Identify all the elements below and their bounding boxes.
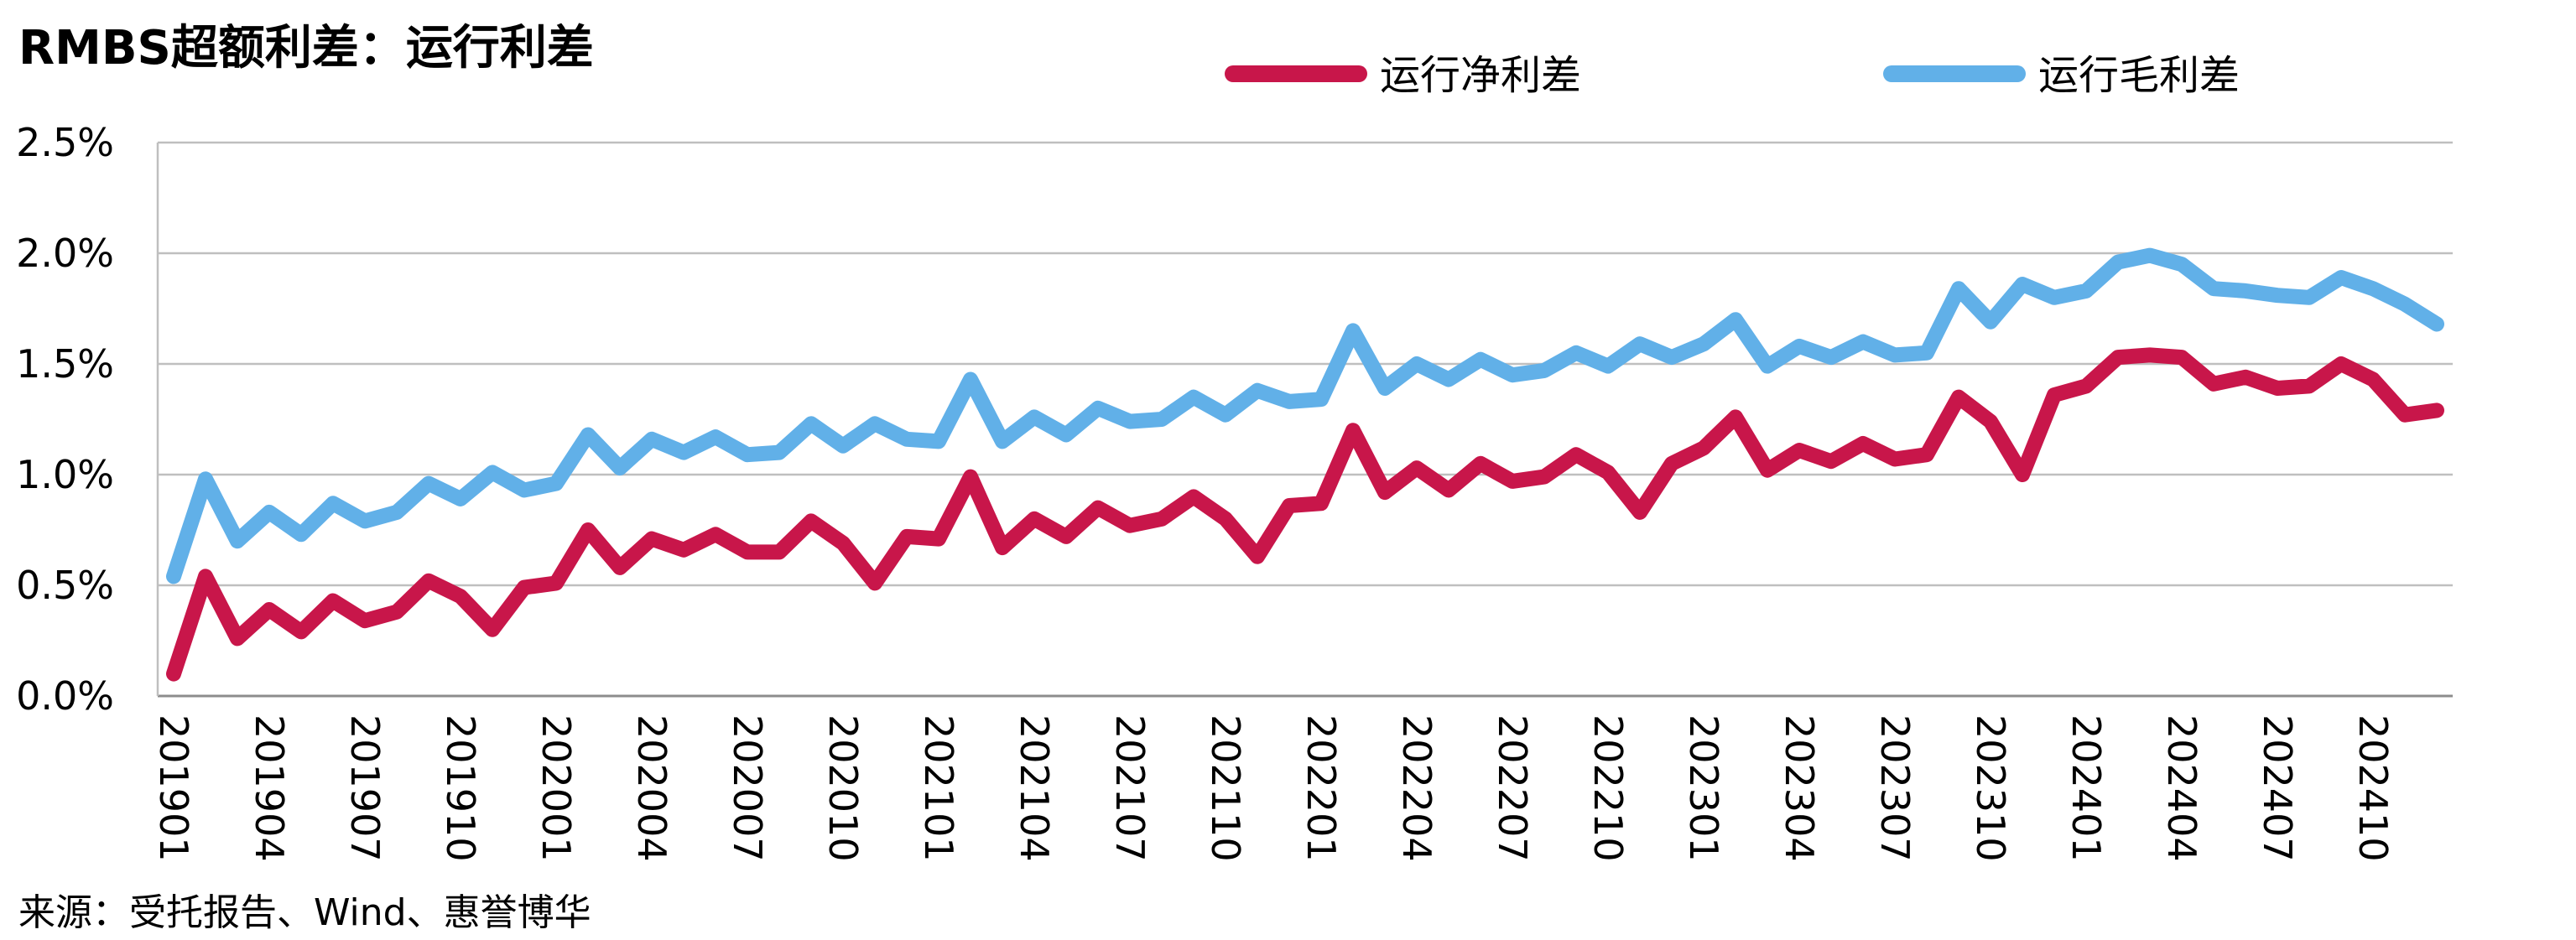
legend-label-net-spread: 运行净利差 — [1380, 52, 1581, 99]
x-tick-label: 202007 — [725, 714, 770, 862]
x-tick-label: 202101 — [916, 714, 961, 862]
x-tick-label: 202304 — [1777, 714, 1822, 862]
x-tick-label: 202110 — [1203, 714, 1248, 862]
y-axis-ticks: 0.0% 0.5% 1.0% 1.5% 2.0% 2.5% — [16, 120, 114, 719]
x-tick-label: 202401 — [2063, 714, 2109, 862]
x-tick-label: 202307 — [1872, 714, 1918, 862]
x-tick-label: 202107 — [1107, 714, 1153, 862]
y-tick-label: 2.5% — [16, 120, 114, 165]
x-tick-label: 201910 — [438, 714, 483, 862]
x-tick-label: 202301 — [1681, 714, 1726, 862]
chart-title: RMBS超额利差：运行利差 — [18, 21, 594, 75]
x-tick-label: 201901 — [151, 714, 196, 862]
x-tick-label: 202210 — [1585, 714, 1631, 862]
x-tick-label: 202010 — [820, 714, 866, 862]
series-line-net-spread — [166, 347, 2444, 682]
y-tick-label: 0.5% — [16, 563, 114, 608]
x-tick-label: 202004 — [629, 714, 674, 862]
x-tick-label: 202404 — [2159, 714, 2204, 862]
x-tick-label: 202201 — [1298, 714, 1344, 862]
x-tick-label: 201907 — [342, 714, 388, 862]
y-tick-label: 0.0% — [16, 673, 114, 719]
x-tick-label: 202410 — [2350, 714, 2396, 862]
source-note: 来源：受托报告、Wind、惠誉博华 — [18, 891, 591, 934]
x-tick-label: 202407 — [2255, 714, 2300, 862]
x-tick-label: 202001 — [533, 714, 579, 862]
legend: 运行净利差 运行毛利差 — [1225, 52, 2240, 99]
y-tick-label: 2.0% — [16, 231, 114, 276]
series-lines — [166, 247, 2444, 682]
y-tick-label: 1.5% — [16, 341, 114, 387]
x-tick-label: 202310 — [1968, 714, 2013, 862]
x-axis-ticks: 201901 201904 201907 201910 202001 202004 2020… — [151, 714, 2396, 862]
y-tick-label: 1.0% — [16, 452, 114, 497]
x-tick-label: 201904 — [247, 714, 292, 862]
x-tick-label: 202207 — [1490, 714, 1535, 862]
series-line-gross-spread — [166, 247, 2444, 584]
legend-label-gross-spread: 运行毛利差 — [2038, 52, 2240, 99]
x-tick-label: 202204 — [1394, 714, 1439, 862]
x-tick-label: 202104 — [1012, 714, 1057, 862]
